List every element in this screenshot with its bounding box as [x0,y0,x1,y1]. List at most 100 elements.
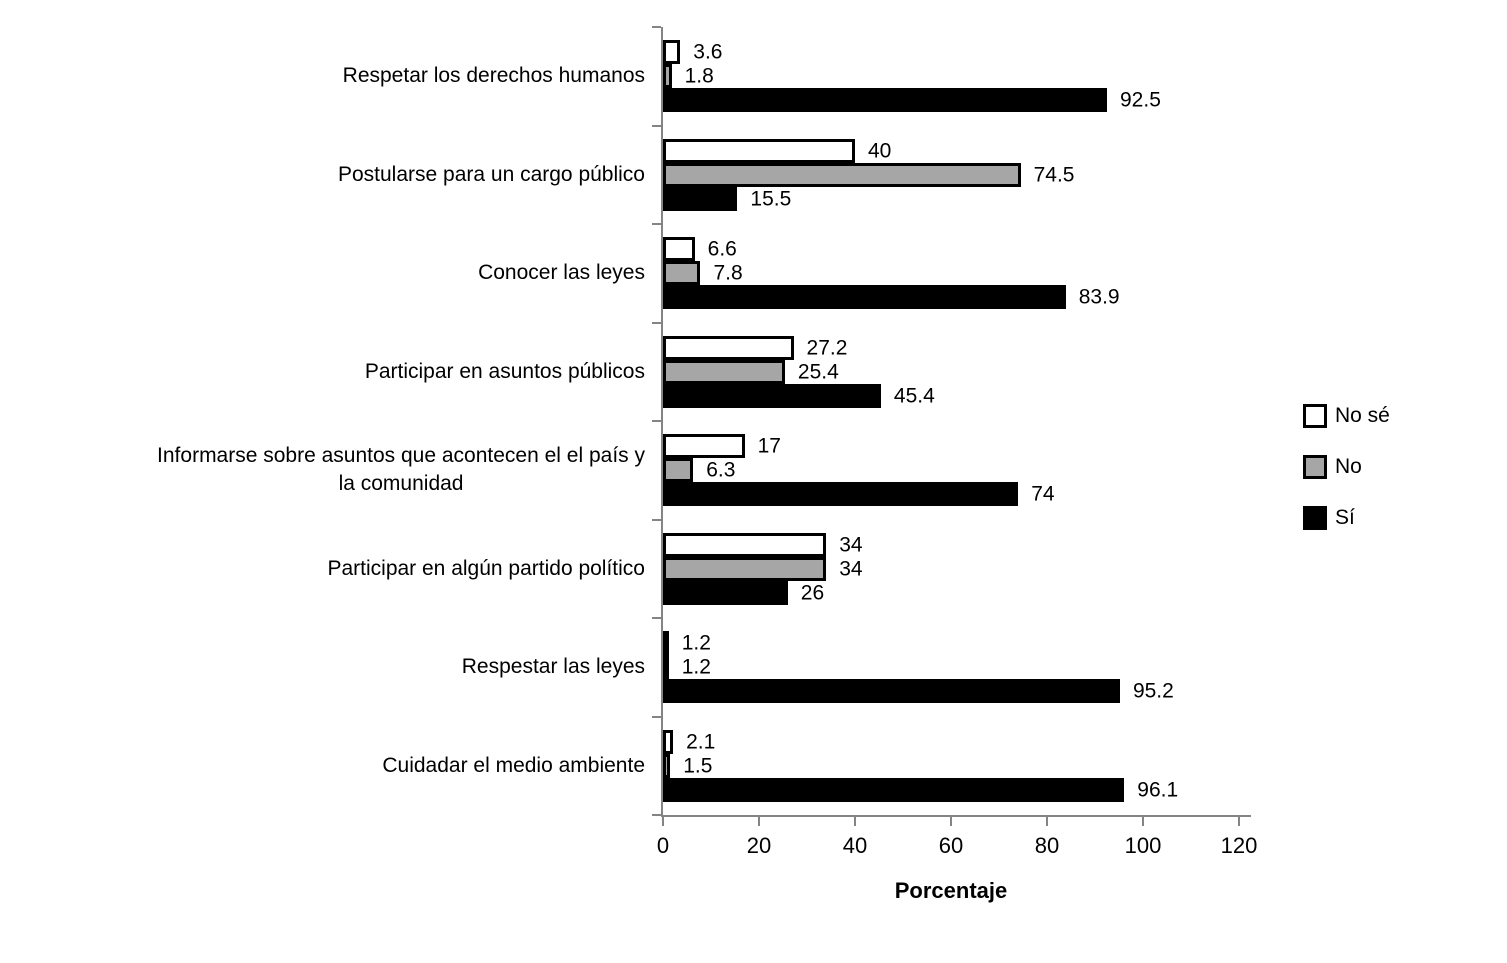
x-tick-label: 60 [938,833,964,858]
category-label: Conocer las leyes [0,224,663,323]
category-label: Respestar las leyes [0,618,663,717]
y-axis-tick [652,124,661,127]
value-label: 26 [800,581,825,605]
x-tick-label: 100 [1124,833,1162,858]
bar [663,285,1066,310]
category-label-text: Participar en algún partido político [327,556,645,580]
x-tick-label: 40 [842,833,868,858]
value-label: 6.6 [707,237,737,261]
y-axis-tick [652,321,661,324]
category-label: Postularse para un cargo público [0,126,663,225]
y-axis-tick [652,518,661,521]
bar [663,64,672,89]
x-tick-label: 80 [1034,833,1060,858]
value-label: 74 [1031,482,1055,506]
value-label: 1.2 [681,655,711,679]
legend-item-si: Sí [1303,506,1390,530]
value-label: 2.1 [686,730,716,754]
legend-item-no-se: No sé [1303,404,1390,428]
legend-label-si: Sí [1335,506,1355,529]
x-axis-tick [662,817,664,826]
category-label: Informarse sobre asuntos que acontecen e… [0,421,663,520]
y-axis-tick [652,420,661,422]
y-axis-tick [652,814,661,816]
value-label: 40 [868,139,892,163]
value-label: 6.3 [706,458,736,482]
bar [663,162,1021,187]
category-label-text: Conocer las leyes [478,261,645,285]
bar [663,383,881,408]
x-axis-tick [950,817,952,826]
category-label: Respetar los derechos humanos [0,27,663,126]
x-tick-label: 20 [746,833,772,858]
y-axis-tick [652,715,661,718]
value-label: 3.6 [693,40,723,64]
x-axis-tick [758,817,760,826]
legend-label-no: No [1335,455,1362,478]
bar [663,655,669,680]
category-label: Participar en asuntos públicos [0,323,663,422]
bar [663,482,1019,507]
legend-swatch-no-icon [1303,455,1327,479]
category-label-text: Cuidadar el medio ambiente [382,753,645,777]
legend-swatch-no-se-icon [1303,404,1327,428]
legend-label-no-se: No sé [1335,404,1390,427]
value-label: 7.8 [713,261,743,285]
value-label: 27.2 [806,336,848,360]
x-axis-tick [1046,817,1048,826]
bar [663,186,738,211]
value-label: 83.9 [1078,285,1120,309]
bar [663,138,855,163]
x-axis-tick [1238,817,1240,826]
bar [663,359,785,384]
legend: No sé No Sí [1303,404,1390,557]
x-axis-tick [1142,817,1144,826]
value-label: 1.8 [684,64,714,88]
category-label-text: Informarse sobre asuntos que acontecen e… [157,443,645,496]
bar [663,631,669,656]
category-label-text: Participar en asuntos públicos [364,359,645,383]
value-label: 25.4 [797,360,839,384]
bar [663,88,1107,113]
bar [663,434,745,459]
x-axis-tick [854,817,856,826]
legend-item-no: No [1303,455,1390,479]
bar [663,335,794,360]
y-axis-tick [652,223,661,225]
value-label: 96.1 [1137,778,1179,802]
legend-swatch-si-icon [1303,506,1327,530]
bar [663,729,674,754]
bar [663,556,827,581]
bar [663,40,681,65]
value-label: 74.5 [1033,163,1075,187]
category-label: Cuidadar el medio ambiente [0,717,663,816]
value-label: 34 [839,533,863,557]
value-label: 34 [839,557,863,581]
bar [663,458,694,483]
y-axis-tick [652,26,661,28]
y-axis-line [661,27,663,815]
bar [663,261,701,286]
x-axis-title: Porcentaje [894,878,1008,903]
value-label: 92.5 [1120,88,1161,112]
bar [663,753,671,778]
bar [663,777,1125,802]
bar [663,679,1120,704]
x-tick-label: 120 [1220,833,1258,858]
value-label: 15.5 [750,187,792,211]
value-label: 45.4 [893,384,935,408]
category-label-text: Respestar las leyes [461,655,645,679]
category-label-text: Respetar los derechos humanos [342,64,645,88]
y-axis-tick [652,617,661,619]
value-label: 17 [757,434,781,458]
value-label: 95.2 [1132,679,1174,703]
bar [663,580,788,605]
bar [663,532,827,557]
x-axis-line [661,815,1251,817]
x-tick-label: 0 [656,833,670,858]
bar [663,237,695,262]
category-label: Participar en algún partido político [0,520,663,619]
value-label: 1.2 [681,631,711,655]
category-label-text: Postularse para un cargo público [337,162,645,186]
